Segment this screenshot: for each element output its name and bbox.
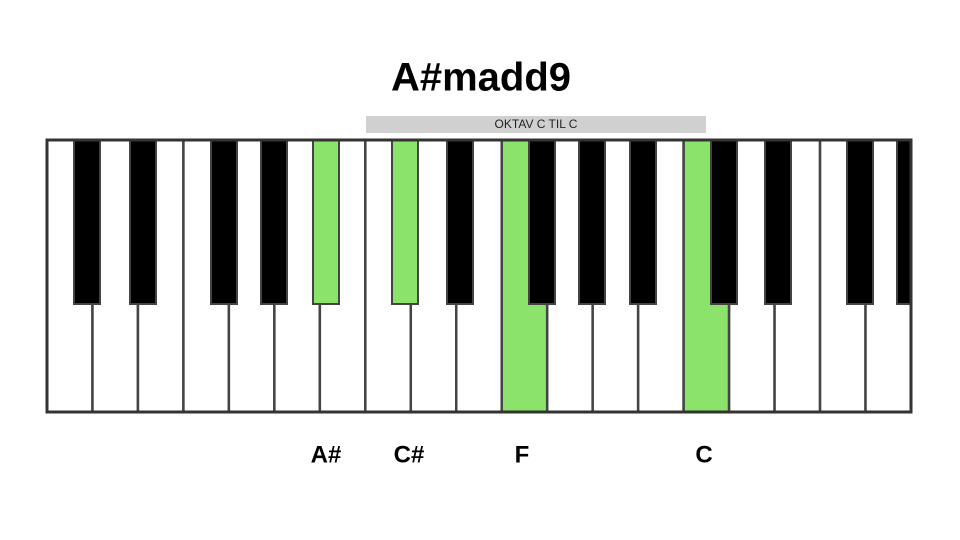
black-key	[710, 139, 738, 305]
black-key	[764, 139, 792, 305]
black-key	[73, 139, 101, 305]
black-key	[629, 139, 657, 305]
note-label: A#	[311, 441, 342, 468]
black-key	[528, 139, 556, 305]
chord-title: A#madd9	[391, 56, 571, 100]
black-key	[129, 139, 157, 305]
black-key	[446, 139, 474, 305]
keyboard	[47, 139, 912, 414]
note-label: F	[515, 441, 530, 468]
black-key	[391, 139, 419, 305]
octave-label: OKTAV C TIL C	[495, 117, 578, 131]
black-key	[312, 139, 340, 305]
keyboard-frame	[45, 138, 913, 414]
black-key	[260, 139, 288, 305]
note-label: C	[695, 441, 712, 468]
black-key	[846, 139, 874, 305]
black-key	[578, 139, 606, 305]
octave-bar	[366, 116, 706, 133]
note-label: C#	[394, 441, 425, 468]
black-key	[210, 139, 238, 305]
